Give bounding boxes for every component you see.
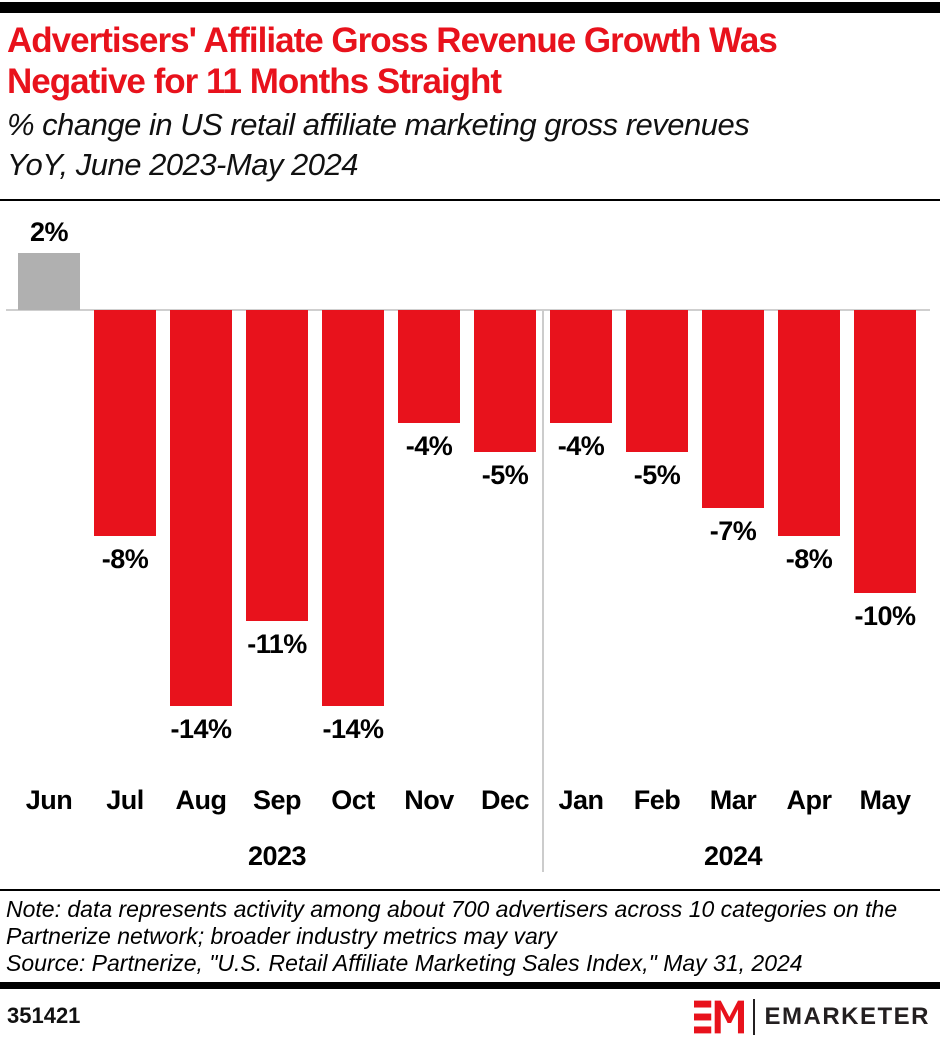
chart-subtitle-line2: YoY, June 2023-May 2024: [7, 147, 359, 182]
footnote-divider-line: [0, 889, 940, 891]
logo-divider: [753, 999, 756, 1035]
bar-sep: [246, 310, 308, 622]
value-label-apr: -8%: [785, 544, 833, 575]
top-black-bar: [0, 2, 940, 13]
chart-id: 351421: [7, 1003, 81, 1028]
footnotes: Note: data represents activity among abo…: [6, 896, 938, 977]
value-label-aug: -14%: [170, 714, 232, 745]
zero-axis-line: [6, 309, 930, 311]
value-label-oct: -14%: [322, 714, 384, 745]
chart-title-line1: Advertisers' Affiliate Gross Revenue Gro…: [7, 21, 778, 60]
bar-jan: [550, 310, 612, 424]
emarketer-logo: EMARKETER: [694, 998, 930, 1036]
emarketer-wordmark: EMARKETER: [764, 1003, 930, 1030]
chart-source: Source: Partnerize, "U.S. Retail Affilia…: [6, 950, 803, 976]
value-label-jul: -8%: [101, 544, 149, 575]
month-label-aug: Aug: [175, 785, 227, 815]
month-label-nov: Nov: [404, 785, 454, 815]
year-label-2024: 2024: [703, 841, 763, 871]
month-label-mar: Mar: [709, 785, 757, 815]
value-label-dec: -5%: [481, 459, 529, 490]
bar-jul: [94, 310, 156, 537]
month-label-jun: Jun: [25, 785, 73, 815]
bar-mar: [702, 310, 764, 509]
value-label-sep: -11%: [247, 629, 307, 660]
chart-subtitle: % change in US retail affiliate marketin…: [7, 105, 937, 185]
month-label-feb: Feb: [633, 785, 681, 815]
chart-subtitle-line1: % change in US retail affiliate marketin…: [7, 107, 750, 142]
chart-title: Advertisers' Affiliate Gross Revenue Gro…: [7, 20, 933, 102]
month-label-may: May: [859, 785, 911, 815]
bar-feb: [626, 310, 688, 452]
month-label-jul: Jul: [106, 785, 144, 815]
year-label-2023: 2023: [247, 841, 307, 871]
month-label-oct: Oct: [331, 785, 375, 815]
month-label-sep: Sep: [252, 785, 302, 815]
bar-nov: [398, 310, 460, 424]
bar-may: [854, 310, 916, 593]
chart-title-line2: Negative for 11 Months Straight: [7, 62, 502, 101]
bar-chart: 2% Jun -8% Jul -14% Aug -11% Sep -14% Oct -4% Nov -5…: [0, 200, 940, 890]
month-label-dec: Dec: [480, 785, 530, 815]
header-divider-line: [0, 199, 940, 201]
year-divider-line: [542, 310, 544, 872]
bar-jun: [18, 253, 80, 310]
month-label-jan: Jan: [558, 785, 604, 815]
value-label-nov: -4%: [405, 431, 453, 462]
value-label-may: -10%: [854, 601, 916, 631]
value-label-jan: -4%: [557, 431, 605, 462]
bar-aug: [170, 310, 232, 707]
chart-note: Note: data represents activity among abo…: [6, 896, 898, 949]
bar-dec: [474, 310, 536, 452]
bar-apr: [778, 310, 840, 537]
bottom-black-bar: [0, 982, 940, 989]
value-label-mar: -7%: [709, 516, 757, 547]
value-label-jun: 2%: [29, 217, 69, 248]
month-label-apr: Apr: [786, 785, 833, 815]
value-label-feb: -5%: [633, 459, 681, 490]
em-monogram-icon: [694, 1000, 745, 1034]
bar-oct: [322, 310, 384, 707]
